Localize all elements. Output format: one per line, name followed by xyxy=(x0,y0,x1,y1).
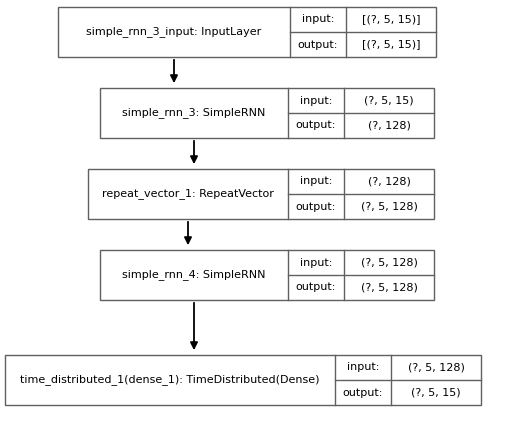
Text: output:: output: xyxy=(298,40,338,49)
Text: simple_rnn_4: SimpleRNN: simple_rnn_4: SimpleRNN xyxy=(122,270,266,281)
Text: output:: output: xyxy=(343,387,383,398)
Text: input:: input: xyxy=(300,257,332,268)
Bar xyxy=(5,355,481,405)
Text: time_distributed_1(dense_1): TimeDistributed(Dense): time_distributed_1(dense_1): TimeDistrib… xyxy=(20,375,320,385)
Text: (?, 5, 128): (?, 5, 128) xyxy=(408,362,465,373)
Text: (?, 5, 128): (?, 5, 128) xyxy=(361,282,418,292)
Text: (?, 5, 128): (?, 5, 128) xyxy=(361,201,418,211)
Bar xyxy=(100,88,434,138)
Text: input:: input: xyxy=(302,14,334,24)
Text: simple_rnn_3: SimpleRNN: simple_rnn_3: SimpleRNN xyxy=(122,108,266,119)
Text: [(?, 5, 15)]: [(?, 5, 15)] xyxy=(362,14,420,24)
Text: (?, 128): (?, 128) xyxy=(367,176,410,187)
Text: input:: input: xyxy=(347,362,379,373)
Text: (?, 5, 15): (?, 5, 15) xyxy=(411,387,461,398)
Text: input:: input: xyxy=(300,176,332,187)
Text: (?, 128): (?, 128) xyxy=(367,121,410,130)
Text: output:: output: xyxy=(296,201,336,211)
Text: output:: output: xyxy=(296,121,336,130)
Bar xyxy=(100,250,434,300)
Bar xyxy=(58,7,436,57)
Text: output:: output: xyxy=(296,282,336,292)
Text: (?, 5, 15): (?, 5, 15) xyxy=(364,95,414,106)
Bar xyxy=(88,169,434,219)
Text: simple_rnn_3_input: InputLayer: simple_rnn_3_input: InputLayer xyxy=(87,27,262,38)
Text: repeat_vector_1: RepeatVector: repeat_vector_1: RepeatVector xyxy=(102,189,274,200)
Text: [(?, 5, 15)]: [(?, 5, 15)] xyxy=(362,40,420,49)
Text: (?, 5, 128): (?, 5, 128) xyxy=(361,257,418,268)
Text: input:: input: xyxy=(300,95,332,106)
